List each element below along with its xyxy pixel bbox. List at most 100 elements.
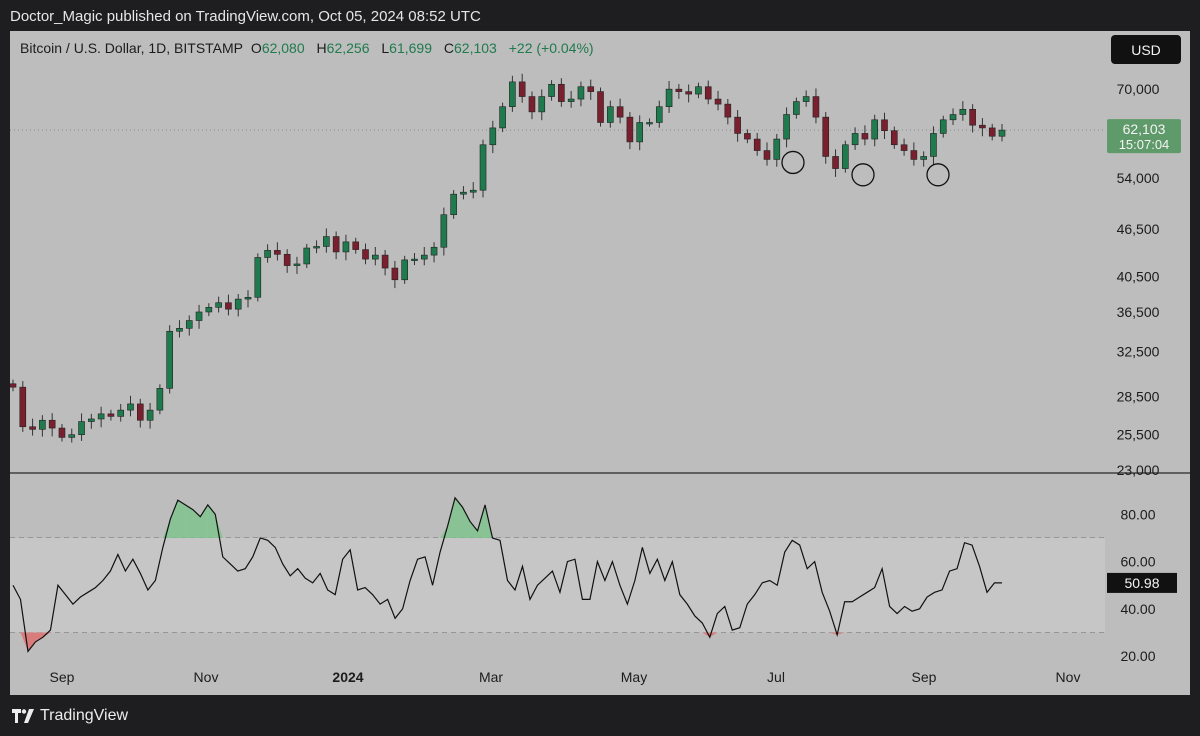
candle-body bbox=[39, 419, 46, 430]
rsi-overbought-fill bbox=[215, 514, 223, 538]
price-tick-label: 40,500 bbox=[1117, 268, 1160, 284]
current-price-value: 62,103 bbox=[1123, 121, 1166, 137]
rsi-overbought-fill bbox=[200, 504, 208, 538]
candle-body bbox=[88, 418, 95, 422]
chart-frame[interactable]: 70,000 54,000 46,500 40,500 36,500 32,500 28,5… bbox=[10, 31, 1190, 695]
rsi-oversold-fill bbox=[829, 632, 838, 635]
candle-body bbox=[714, 98, 722, 105]
rsi-overbought-fill bbox=[192, 509, 201, 538]
rsi-tick-label: 40.00 bbox=[1120, 601, 1155, 617]
candle-body bbox=[675, 88, 683, 92]
candle-body bbox=[607, 106, 614, 123]
candle-body bbox=[401, 259, 408, 281]
candle-body bbox=[949, 114, 957, 121]
candle-body bbox=[881, 119, 888, 131]
time-axis-label: Sep bbox=[912, 669, 937, 685]
rsi-line bbox=[12, 496, 1003, 653]
price-tick-label: 28,500 bbox=[1117, 389, 1160, 405]
candle-body bbox=[58, 427, 66, 438]
candle-body bbox=[851, 133, 859, 146]
candle-body bbox=[616, 106, 624, 118]
candle-body bbox=[176, 327, 183, 332]
candle-body bbox=[10, 383, 17, 388]
candle-body bbox=[68, 434, 76, 438]
candle-body bbox=[763, 150, 771, 160]
candle-body bbox=[136, 403, 144, 421]
rsi-current-value: 50.98 bbox=[1124, 575, 1159, 591]
candle-body bbox=[538, 96, 546, 113]
candle-body bbox=[29, 426, 36, 430]
high-label: H bbox=[316, 40, 327, 56]
price-tick-label: 32,500 bbox=[1117, 344, 1160, 360]
candle-body bbox=[264, 250, 271, 258]
change-value: +22 (+0.04%) bbox=[508, 40, 594, 56]
rsi-overbought-fill bbox=[440, 526, 448, 538]
rsi-tick-label: 60.00 bbox=[1120, 554, 1155, 570]
rsi-overbought-fill bbox=[207, 504, 216, 538]
published-header: Doctor_Magic published on TradingView.co… bbox=[10, 8, 481, 25]
candle-body bbox=[215, 302, 222, 308]
candle-body bbox=[440, 214, 448, 248]
currency-button[interactable]: USD bbox=[1111, 35, 1181, 64]
candle-body bbox=[930, 133, 937, 157]
candle-body bbox=[939, 119, 947, 134]
candle-body bbox=[646, 122, 653, 125]
rsi-overbought-fill bbox=[162, 519, 171, 538]
time-axis-label: Jul bbox=[767, 669, 785, 685]
candle-body bbox=[842, 144, 849, 169]
rsi-overbought-fill bbox=[170, 500, 178, 538]
candle-body bbox=[156, 388, 164, 411]
footer-brand-text: TradingView bbox=[40, 707, 129, 724]
candle-body bbox=[332, 236, 340, 253]
candle-body bbox=[225, 302, 232, 310]
candle-body bbox=[812, 96, 820, 118]
candle-body bbox=[518, 81, 526, 97]
candle-body bbox=[195, 311, 203, 321]
ohlc-legend: Bitcoin / U.S. Dollar, 1D, BITSTAMP O62,… bbox=[20, 40, 598, 56]
chart-canvas[interactable]: 70,000 54,000 46,500 40,500 36,500 32,500 28,5… bbox=[10, 31, 1190, 695]
candle-body bbox=[117, 409, 125, 417]
rsi-oversold-fill bbox=[837, 632, 845, 635]
candle-body bbox=[548, 83, 555, 97]
candle-body bbox=[244, 296, 252, 300]
countdown-timer: 15:07:04 bbox=[1119, 137, 1170, 152]
symbol-name[interactable]: Bitcoin / U.S. Dollar, 1D, BITSTAMP bbox=[20, 40, 244, 56]
time-axis-label: Sep bbox=[50, 669, 75, 685]
candle-body bbox=[166, 330, 173, 389]
candle-body bbox=[587, 86, 595, 92]
candle-body bbox=[107, 413, 115, 417]
candle-body bbox=[871, 119, 879, 140]
footer-brand[interactable]: TradingView bbox=[12, 707, 128, 725]
candle-body bbox=[832, 156, 839, 169]
rsi-tick-label: 20.00 bbox=[1120, 648, 1155, 664]
price-tick-label: 25,500 bbox=[1117, 427, 1160, 443]
candle-body bbox=[744, 133, 751, 140]
candle-body bbox=[460, 191, 467, 195]
candle-body bbox=[773, 138, 781, 160]
candle-body bbox=[665, 88, 673, 107]
open-label: O bbox=[250, 40, 262, 56]
annotation-circle bbox=[851, 163, 875, 187]
candle-body bbox=[822, 116, 830, 157]
candle-body bbox=[890, 130, 898, 146]
candle-body bbox=[636, 122, 643, 143]
candle-body bbox=[274, 250, 281, 255]
candle-body bbox=[293, 263, 301, 266]
candle-body bbox=[988, 127, 996, 137]
candle-body bbox=[793, 101, 800, 115]
rsi-tick-label: 80.00 bbox=[1120, 506, 1155, 522]
candle-body bbox=[479, 144, 487, 191]
candle-body bbox=[685, 91, 692, 95]
candle-body bbox=[372, 254, 379, 260]
candle-body bbox=[381, 254, 389, 269]
candle-body bbox=[509, 81, 516, 107]
close-value: 62,103 bbox=[454, 40, 497, 56]
open-value: 62,080 bbox=[261, 40, 305, 56]
time-axis-label: May bbox=[621, 669, 647, 685]
price-tick-label: 46,500 bbox=[1117, 221, 1160, 237]
candle-body bbox=[185, 320, 193, 329]
candle-body bbox=[969, 108, 976, 126]
candle-body bbox=[97, 413, 105, 420]
time-axis-label: 2024 bbox=[332, 669, 363, 685]
close-label: C bbox=[443, 40, 455, 56]
